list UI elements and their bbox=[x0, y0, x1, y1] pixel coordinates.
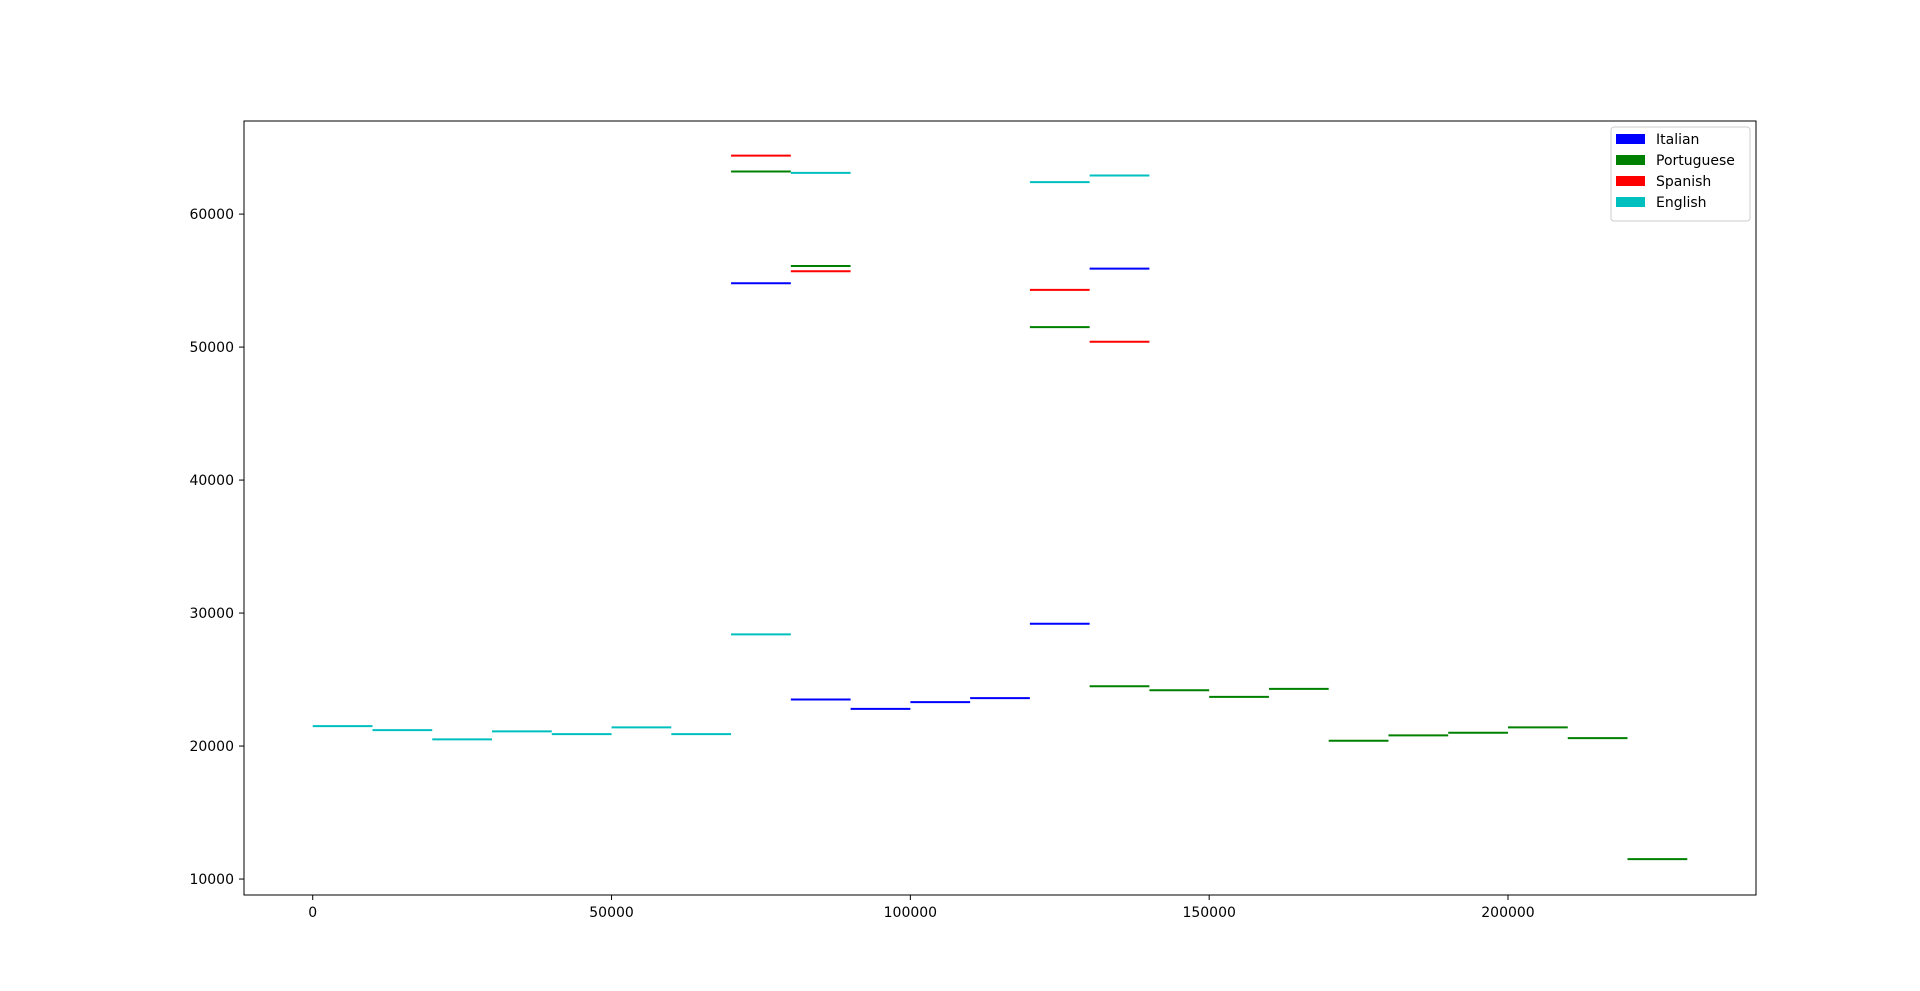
y-axis: 10000 20000 30000 40000 50000 60000 bbox=[189, 207, 244, 888]
legend-swatch-italian bbox=[1616, 134, 1645, 144]
legend-swatch-spanish bbox=[1616, 176, 1645, 186]
legend: Italian Portuguese Spanish English bbox=[1610, 126, 1751, 222]
x-tick-label: 50000 bbox=[589, 905, 634, 921]
legend-label-portuguese: Portuguese bbox=[1656, 153, 1735, 169]
plot-area bbox=[243, 120, 1757, 896]
y-tick-label: 10000 bbox=[189, 872, 234, 888]
y-tick-label: 30000 bbox=[189, 606, 234, 622]
y-tick-label: 60000 bbox=[189, 207, 234, 223]
y-tick-label: 20000 bbox=[189, 739, 234, 755]
legend-label-spanish: Spanish bbox=[1656, 174, 1711, 190]
x-tick-label: 150000 bbox=[1182, 905, 1235, 921]
plot-frame bbox=[243, 120, 1757, 896]
series-spanish bbox=[731, 154, 1150, 343]
legend-swatch-portuguese bbox=[1616, 155, 1645, 165]
series-portuguese bbox=[731, 170, 1688, 861]
legend-swatch-english bbox=[1616, 197, 1645, 207]
x-axis: 0 50000 100000 150000 200000 bbox=[308, 895, 1535, 921]
series-english bbox=[312, 171, 1150, 741]
x-tick-label: 100000 bbox=[884, 905, 937, 921]
legend-box bbox=[1610, 126, 1751, 222]
series-layer bbox=[312, 154, 1688, 861]
x-tick-label: 0 bbox=[308, 905, 317, 921]
y-tick-label: 40000 bbox=[189, 473, 234, 489]
y-tick-label: 50000 bbox=[189, 340, 234, 356]
legend-label-english: English bbox=[1656, 195, 1707, 211]
legend-label-italian: Italian bbox=[1656, 132, 1699, 148]
x-tick-label: 200000 bbox=[1481, 905, 1534, 921]
series-italian bbox=[731, 267, 1150, 710]
